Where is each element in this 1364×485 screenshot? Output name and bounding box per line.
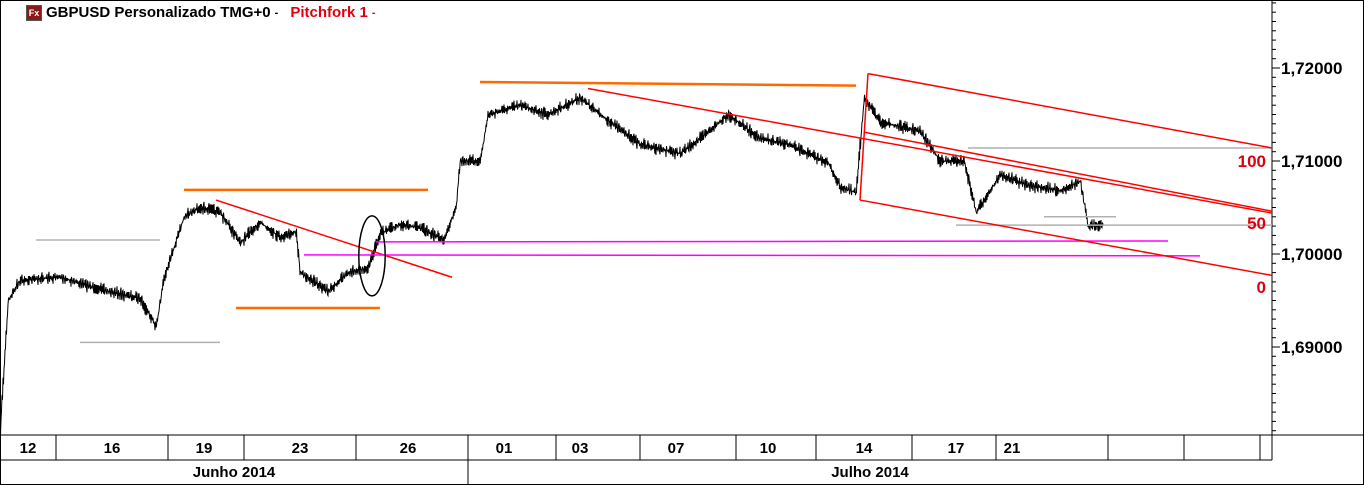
fx-logo-icon: Fx <box>26 4 42 21</box>
y-tick-label: 1,71000 <box>1281 152 1342 171</box>
x-tick-label: 12 <box>20 440 37 457</box>
x-tick-label: 23 <box>292 440 309 457</box>
x-tick-label: 21 <box>1004 440 1021 457</box>
title-separator: - <box>274 6 279 19</box>
x-tick-label: 17 <box>948 440 965 457</box>
pitchfork-handle-line <box>859 73 869 201</box>
x-tick-label: 03 <box>572 440 589 457</box>
y-tick-label: 1,70000 <box>1281 245 1342 264</box>
pitchfork-label-0: 0 <box>1257 278 1266 297</box>
x-tick-label: 07 <box>668 440 685 457</box>
study-title[interactable]: Pitchfork 1 <box>290 4 368 21</box>
orange-level-line <box>479 80 857 87</box>
pitchfork-label-50: 50 <box>1247 214 1266 233</box>
x-tick-label: 14 <box>856 440 873 457</box>
x-tick-label: 01 <box>496 440 513 457</box>
pitchfork-label-100: 100 <box>1238 152 1266 171</box>
y-tick-label: 1,72000 <box>1281 59 1342 78</box>
magenta-line <box>375 240 1169 243</box>
x-tick-label: 26 <box>400 440 417 457</box>
red-trendline <box>587 87 1273 214</box>
y-tick-label: 1,69000 <box>1281 338 1342 357</box>
pitchfork-upper-line <box>867 72 1273 149</box>
pitchfork-lower-line <box>859 199 1273 277</box>
x-tick-label: 19 <box>196 440 213 457</box>
red-trendline <box>215 199 453 278</box>
month-label: Junho 2014 <box>193 464 276 481</box>
x-tick-label: 16 <box>104 440 121 457</box>
breakout-ellipse <box>358 215 386 297</box>
symbol-title[interactable]: GBPUSD Personalizado TMG+0 <box>46 4 271 21</box>
x-tick-label: 10 <box>760 440 777 457</box>
price-line <box>0 92 1104 435</box>
study-separator: - <box>371 6 376 19</box>
chart-title: Fx GBPUSD Personalizado TMG+0 - Pitchfor… <box>26 4 376 21</box>
month-label: Julho 2014 <box>831 464 909 481</box>
pitchfork-middle-line <box>863 131 1273 212</box>
magenta-line <box>303 254 1201 257</box>
